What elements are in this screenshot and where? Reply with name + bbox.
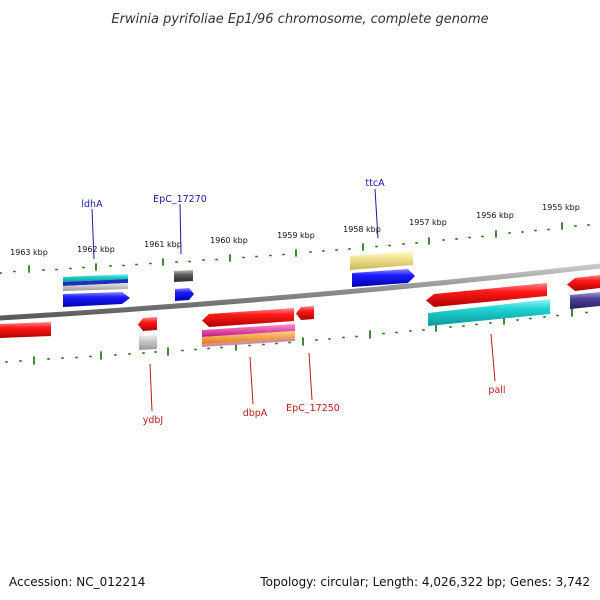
label-connectors-top (91, 188, 379, 260)
chromosome-backbone (0, 263, 600, 321)
gene-bar (63, 283, 128, 291)
gene-arrow (352, 269, 415, 287)
accession-text: Accession: NC_012214 (9, 575, 145, 589)
ruler-label: 1958 kbp (343, 225, 381, 234)
map-title: Erwinia pyrifoliae Ep1/96 chromosome, co… (111, 12, 488, 27)
gene-bar (202, 324, 295, 337)
gene-right-red (567, 275, 600, 291)
ruler-label: 1956 kbp (476, 211, 514, 220)
gene-pall-block[interactable] (426, 283, 550, 326)
ruler-label: 1963 kbp (10, 248, 48, 257)
gene-bar (63, 274, 128, 282)
gene-arrow (138, 317, 157, 331)
ruler-label: 1960 kbp (210, 236, 248, 245)
gene-bar (202, 331, 295, 344)
ruler-lower (5, 308, 588, 365)
gene-label-dbpA[interactable]: dbpA (243, 408, 268, 419)
ruler-labels: 1963 kbp 1962 kbp 1961 kbp 1960 kbp 1959… (10, 203, 580, 257)
gene-EpC_17250-block[interactable] (296, 306, 314, 320)
gene-dbpA-block[interactable] (202, 308, 295, 347)
gene-right-purple (570, 292, 600, 309)
gene-label-ldhA[interactable]: ldhA (81, 199, 103, 210)
gene-ydbJ-block[interactable] (138, 317, 157, 350)
gene-arrow (175, 288, 194, 301)
gene-bar (139, 335, 157, 350)
gene-label-ttcA[interactable]: ttcA (365, 178, 385, 189)
ruler-label: 1962 kbp (77, 245, 115, 254)
gene-ldhA-block[interactable] (63, 274, 130, 307)
ruler-label: 1961 kbp (144, 240, 182, 249)
label-connectors-bottom (149, 333, 496, 412)
gene-bar (202, 338, 295, 347)
gene-label-pall[interactable]: pall (488, 385, 505, 396)
gene-label-ydbJ[interactable]: ydbJ (143, 415, 163, 426)
gene-bar (63, 279, 128, 286)
ruler-label: 1957 kbp (409, 218, 447, 227)
ruler-upper (0, 222, 590, 274)
gene-bar (350, 251, 413, 270)
gene-arrow (426, 283, 547, 307)
ruler-label: 1959 kbp (277, 231, 315, 240)
gene-arrow (202, 308, 294, 327)
gene-label-EpC_17250[interactable]: EpC_17250 (286, 403, 340, 414)
gene-left-red (0, 322, 51, 338)
gene-bar (174, 270, 193, 282)
gene-label-EpC_17270[interactable]: EpC_17270 (153, 194, 207, 205)
gene-arrow (63, 292, 130, 307)
gene-arrow (296, 306, 314, 320)
ruler-label: 1955 kbp (542, 203, 580, 212)
gene-EpC_17270-block[interactable] (174, 270, 194, 301)
gene-ttcA-block[interactable] (350, 251, 415, 287)
topology-text: Topology: circular; Length: 4,026,322 bp… (259, 575, 590, 589)
gene-bar (428, 299, 550, 326)
